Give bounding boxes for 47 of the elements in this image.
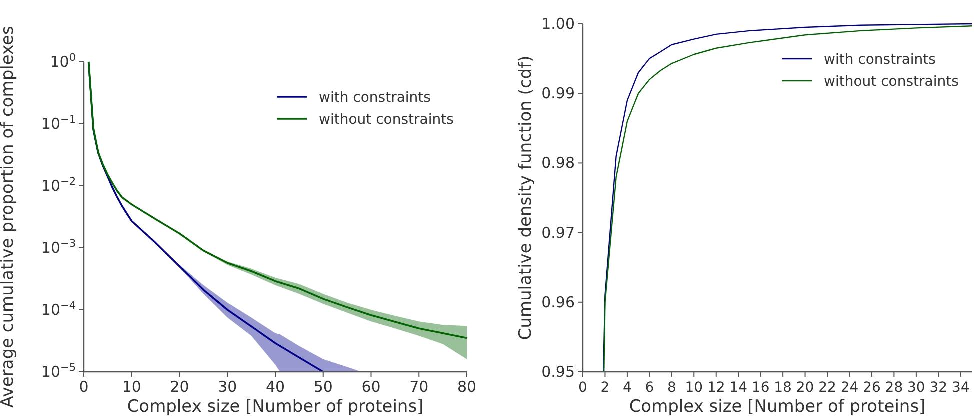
y-tick-label: 10$^{−2}$	[41, 176, 76, 195]
x-tick-label: 28	[885, 380, 904, 396]
x-tick-label: 0	[578, 380, 588, 396]
x-tick-label: 60	[362, 378, 381, 396]
y-tick-label: 0.95	[542, 363, 575, 381]
x-tick-label: 18	[774, 380, 792, 396]
x-tick-label: 0	[79, 378, 89, 396]
y-axis-title: Cumulative density function (cdf)	[516, 56, 536, 340]
y-tick-label: 10$^{−4}$	[41, 300, 76, 319]
y-axis-title: Average cumulative proportion of complexes	[0, 26, 18, 408]
x-tick-label: 30	[218, 378, 238, 396]
legend-label: without constraints	[319, 112, 454, 128]
y-tick-label: 0.99	[542, 84, 575, 103]
x-axis-title: Complex size [Number of proteins]	[629, 397, 926, 417]
y-tick-label: 10$^{−5}$	[41, 362, 76, 381]
x-tick-label: 4	[622, 380, 632, 396]
legend-label: with constraints	[824, 52, 936, 68]
x-tick-label: 30	[908, 380, 926, 396]
x-tick-label: 2	[600, 380, 610, 396]
legend-label: with constraints	[319, 90, 431, 106]
x-tick-label: 20	[170, 378, 190, 396]
x-tick-label: 12	[707, 380, 726, 396]
legend-label: without constraints	[824, 74, 959, 90]
x-tick-label: 50	[314, 378, 333, 396]
x-tick-label: 16	[752, 380, 770, 396]
x-tick-label: 20	[796, 380, 814, 396]
y-tick-label: 0.96	[542, 293, 575, 312]
x-tick-label: 34	[952, 380, 970, 396]
x-tick-label: 24	[840, 380, 859, 396]
x-tick-label: 10	[122, 378, 142, 396]
x-tick-label: 70	[410, 378, 429, 396]
y-tick-label: 10$^{0}$	[50, 52, 76, 71]
y-tick-label: 0.97	[542, 224, 575, 242]
x-tick-label: 32	[930, 380, 948, 396]
x-tick-label: 14	[730, 380, 748, 396]
y-tick-label: 10$^{−1}$	[41, 114, 76, 133]
x-tick-label: 22	[818, 380, 836, 396]
x-tick-label: 8	[667, 380, 676, 396]
x-tick-label: 10	[685, 380, 704, 396]
x-axis-title: Complex size [Number of proteins]	[127, 397, 424, 417]
x-tick-label: 6	[645, 380, 654, 396]
x-tick-label: 26	[863, 380, 881, 396]
y-tick-label: 10$^{−3}$	[41, 238, 76, 257]
x-tick-label: 80	[457, 378, 477, 396]
y-tick-label: 1.00	[542, 15, 575, 33]
y-tick-label: 0.98	[542, 154, 575, 172]
x-tick-label: 40	[266, 378, 286, 396]
